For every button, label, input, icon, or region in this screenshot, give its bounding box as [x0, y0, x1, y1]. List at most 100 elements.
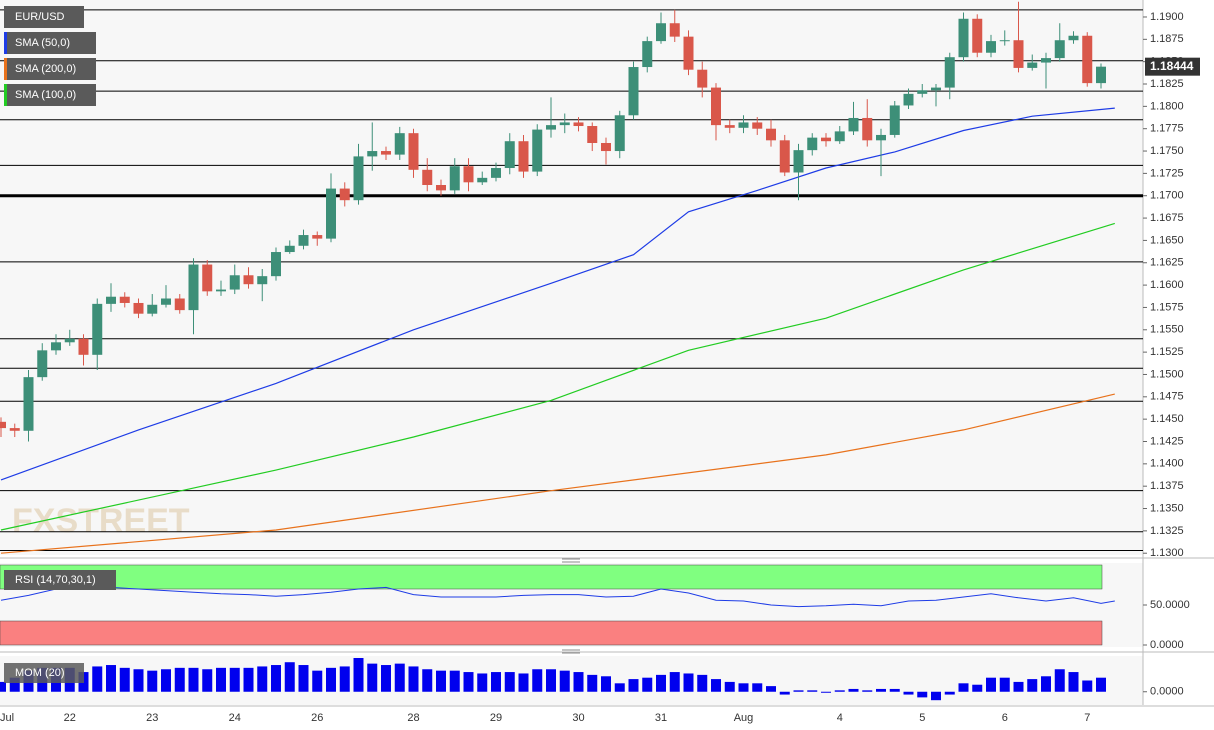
candle-body: [1068, 35, 1079, 41]
candle-body: [546, 125, 556, 130]
x-tick-label: 26: [311, 712, 323, 724]
legend-box: [4, 663, 84, 683]
candle-body: [449, 166, 460, 191]
y-tick-label: 1.1600: [1150, 279, 1184, 291]
candle-body: [284, 245, 295, 253]
y-tick-label: 1.1550: [1150, 324, 1184, 336]
x-tick-label: 28: [407, 712, 419, 724]
momentum-bar: [284, 662, 295, 692]
candle-body: [656, 23, 666, 42]
candle-body: [848, 117, 859, 132]
momentum-bar: [436, 670, 446, 692]
momentum-bar: [1041, 676, 1051, 692]
rsi-overbought-zone: [0, 564, 1103, 590]
legend-label: SMA (100,0): [15, 89, 76, 101]
x-tick-label: 4: [837, 712, 843, 724]
candle-body: [353, 156, 364, 201]
main-panel: [0, 0, 1143, 555]
momentum-bar: [9, 677, 20, 692]
momentum-bar: [807, 690, 818, 692]
candle-body: [174, 298, 185, 311]
momentum-bar: [848, 688, 859, 692]
x-tick-label: 7: [1084, 712, 1090, 724]
rsi-oversold-zone: [0, 620, 1103, 646]
momentum-bar: [779, 691, 790, 695]
y-tick-label: 1.1400: [1150, 458, 1184, 470]
candle-body: [477, 177, 488, 183]
momentum-bar: [202, 669, 213, 692]
y-tick-label: 1.1900: [1150, 11, 1184, 23]
momentum-bar: [381, 665, 391, 692]
candle-body: [876, 134, 886, 141]
candle-body: [202, 264, 213, 292]
momentum-bar: [559, 670, 570, 692]
candle-body: [436, 185, 446, 191]
last-price-label: 1.18444: [1150, 59, 1194, 73]
candle-body: [986, 41, 996, 53]
candle-body: [559, 122, 570, 126]
candle-body: [463, 166, 474, 183]
candle-body: [683, 36, 694, 70]
y-tick-label: 1.1450: [1150, 413, 1184, 425]
legend-swatch: [4, 58, 7, 80]
y-tick-label: 1.1375: [1150, 480, 1184, 492]
momentum-bar: [683, 673, 694, 692]
x-tick-label: 23: [146, 712, 158, 724]
y-tick-label: 0.0000: [1150, 686, 1184, 698]
momentum-bar: [889, 688, 900, 692]
momentum-bar: [161, 669, 171, 692]
momentum-bar: [972, 684, 983, 692]
momentum-bar: [367, 663, 378, 692]
candle-body: [628, 67, 639, 116]
momentum-bar: [532, 669, 543, 692]
candle-body: [1041, 58, 1051, 63]
legend-label: SMA (50,0): [15, 37, 70, 49]
legend-box: [4, 58, 96, 80]
y-tick-label: 1.1675: [1150, 212, 1184, 224]
momentum-bar: [312, 670, 323, 692]
momentum-bar: [504, 672, 515, 692]
candle-body: [0, 421, 6, 429]
candle-body: [491, 168, 501, 178]
candle-body: [119, 296, 130, 303]
candle-body: [92, 303, 103, 355]
y-tick-label: 1.1775: [1150, 123, 1184, 135]
momentum-bar: [243, 667, 254, 692]
momentum-bar: [738, 683, 749, 692]
y-tick-label: 1.1500: [1150, 368, 1184, 380]
y-tick-label: 1.1325: [1150, 525, 1184, 537]
candle-body: [381, 151, 391, 155]
y-tick-label: 1.1825: [1150, 78, 1184, 90]
candle-body: [326, 188, 336, 239]
momentum-bar: [518, 673, 529, 692]
candle-body: [766, 128, 776, 141]
momentum-bar: [216, 667, 226, 692]
candle-body: [216, 289, 226, 292]
momentum-bar: [1068, 672, 1079, 692]
candle-body: [257, 276, 268, 285]
momentum-bar: [394, 663, 405, 692]
momentum-bar: [999, 677, 1010, 692]
candle-body: [188, 264, 199, 311]
momentum-bar: [697, 674, 708, 692]
candle-body: [271, 252, 281, 277]
candle-body: [518, 141, 529, 172]
legend-box: [4, 6, 84, 28]
momentum-bar: [106, 665, 116, 692]
x-tick-label: 5: [919, 712, 925, 724]
y-tick-label: 1.1700: [1150, 190, 1184, 202]
resize-grip[interactable]: [562, 649, 580, 654]
momentum-bar: [188, 667, 199, 692]
momentum-bar: [133, 669, 144, 692]
y-tick-label: 1.1575: [1150, 301, 1184, 313]
candle-body: [821, 137, 831, 142]
momentum-bar: [752, 683, 763, 692]
momentum-bar: [229, 667, 240, 692]
resize-grip[interactable]: [562, 558, 580, 563]
candle-body: [1054, 40, 1065, 59]
momentum-bar: [1054, 669, 1065, 692]
candle-body: [903, 93, 914, 106]
momentum-bar: [422, 669, 433, 692]
momentum-bar: [656, 674, 666, 692]
candle-body: [862, 117, 873, 141]
